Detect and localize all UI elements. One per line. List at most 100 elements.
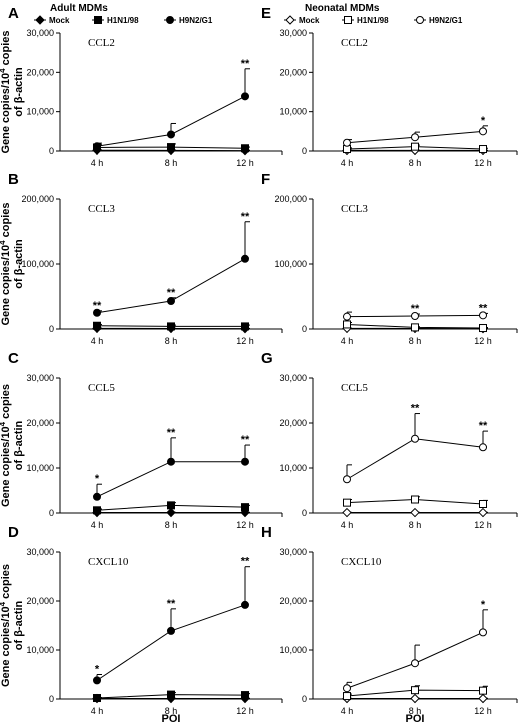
y-tick-label: 100,000: [21, 259, 54, 269]
data-point: [479, 311, 487, 320]
data-point: [479, 127, 487, 136]
header-neonatal: Neonatal MDMs: [305, 3, 380, 14]
y-axis-label-line2: of β-actin: [13, 420, 25, 470]
significance-mark: *: [95, 473, 100, 485]
data-point: [241, 600, 249, 609]
data-point: [411, 323, 419, 332]
x-tick-label: 4 h: [91, 520, 104, 530]
data-point: [479, 443, 487, 452]
panel-title: CCL3: [341, 203, 368, 215]
data-point: [93, 676, 101, 685]
x-tick-label: 12 h: [474, 336, 492, 346]
series-mock: [92, 507, 250, 518]
data-point: [411, 142, 419, 151]
series-line: [346, 438, 484, 480]
significance-mark: **: [167, 427, 176, 439]
series-h1n198: [343, 685, 488, 701]
data-point: [343, 498, 351, 507]
significance-mark: **: [241, 434, 250, 446]
y-tick-label: 0: [302, 694, 307, 704]
y-tick-label: 30,000: [279, 373, 307, 383]
significance-mark: **: [411, 303, 420, 315]
data-point: [241, 144, 249, 153]
panel-title: CCL2: [341, 37, 368, 49]
y-tick-label: 20,000: [26, 418, 54, 428]
x-tick-label: 4 h: [91, 158, 104, 168]
legend-marker-h9n2g1: [416, 16, 424, 24]
data-point: [343, 320, 351, 329]
significance-mark: **: [479, 302, 488, 314]
y-axis-label: Gene copies/104 copies: [0, 202, 12, 325]
x-tick-label: 12 h: [236, 520, 254, 530]
significance-mark: **: [411, 403, 420, 415]
x-tick-label: 12 h: [474, 158, 492, 168]
y-tick-label: 20,000: [279, 67, 307, 77]
data-point: [479, 628, 487, 637]
y-tick-label: 200,000: [21, 194, 54, 204]
y-tick-label: 30,000: [279, 547, 307, 557]
data-point: [343, 692, 351, 701]
series-h1n198: [93, 690, 250, 703]
data-point: [166, 507, 176, 518]
panel-letter: E: [261, 5, 271, 22]
y-tick-label: 10,000: [279, 463, 307, 473]
panel-F: F 0 100,000 200,000 4 h 8 h 12 h CCL3 ** **: [261, 171, 518, 346]
x-tick-label: 4 h: [341, 158, 354, 168]
data-point: [167, 690, 175, 699]
data-point: [93, 694, 101, 703]
legend-marker-mock: [35, 15, 45, 25]
data-point: [167, 322, 175, 331]
x-tick-label: 8 h: [165, 336, 178, 346]
series-line: [96, 95, 246, 147]
y-tick-label: 30,000: [26, 547, 54, 557]
data-point: [241, 691, 249, 700]
panel-G: G 0 10,000 20,000 30,000 4 h 8 h 12 h CCL5 ** **: [261, 350, 518, 530]
data-point: [411, 133, 419, 142]
x-tick-label: 4 h: [341, 336, 354, 346]
series-h1n198: [343, 142, 488, 154]
data-point: [478, 507, 488, 518]
x-tick-label: 12 h: [474, 706, 492, 716]
y-tick-label: 10,000: [279, 107, 307, 117]
panel-letter: G: [261, 350, 273, 367]
data-point: [241, 457, 249, 466]
significance-mark: *: [481, 599, 486, 611]
legend-label-h1n198: H1N1/98: [107, 16, 139, 25]
data-point: [93, 308, 101, 317]
x-tick-label: 8 h: [409, 336, 422, 346]
data-point: [167, 626, 175, 635]
x-tick-label: 8 h: [165, 158, 178, 168]
legend-marker-h9n2g1: [166, 16, 174, 24]
significance-mark: *: [95, 664, 100, 676]
series-h1n198: [93, 501, 250, 515]
series-h9n2g1: [93, 68, 250, 151]
data-point: [479, 324, 487, 333]
data-point: [343, 475, 351, 484]
data-point: [241, 92, 249, 101]
legend-left: Mock H1N1/98 H9N2/G1: [34, 15, 213, 25]
significance-mark: **: [167, 287, 176, 299]
x-tick-label: 4 h: [341, 706, 354, 716]
series-mock: [342, 507, 488, 518]
legend-right: Mock H1N1/98 H9N2/G1: [284, 15, 463, 25]
significance-mark: *: [481, 115, 486, 127]
y-tick-label: 10,000: [26, 463, 54, 473]
panel-title: CCL3: [88, 203, 115, 215]
series-h1n198: [343, 320, 488, 333]
significance-mark: **: [241, 58, 250, 70]
y-tick-label: 0: [49, 694, 54, 704]
y-tick-label: 0: [49, 324, 54, 334]
y-tick-label: 0: [49, 508, 54, 518]
legend-label-h9n2g1: H9N2/G1: [179, 16, 213, 25]
series-h9n2g1: [93, 221, 250, 317]
x-tick-label: 4 h: [341, 520, 354, 530]
data-point: [241, 254, 249, 263]
x-tick-label: 4 h: [91, 706, 104, 716]
data-point: [93, 321, 101, 330]
y-tick-label: 20,000: [26, 67, 54, 77]
data-point: [478, 693, 488, 704]
legend-marker-h1n198: [344, 16, 352, 24]
data-point: [167, 143, 175, 152]
series-h9n2g1: [93, 437, 250, 501]
